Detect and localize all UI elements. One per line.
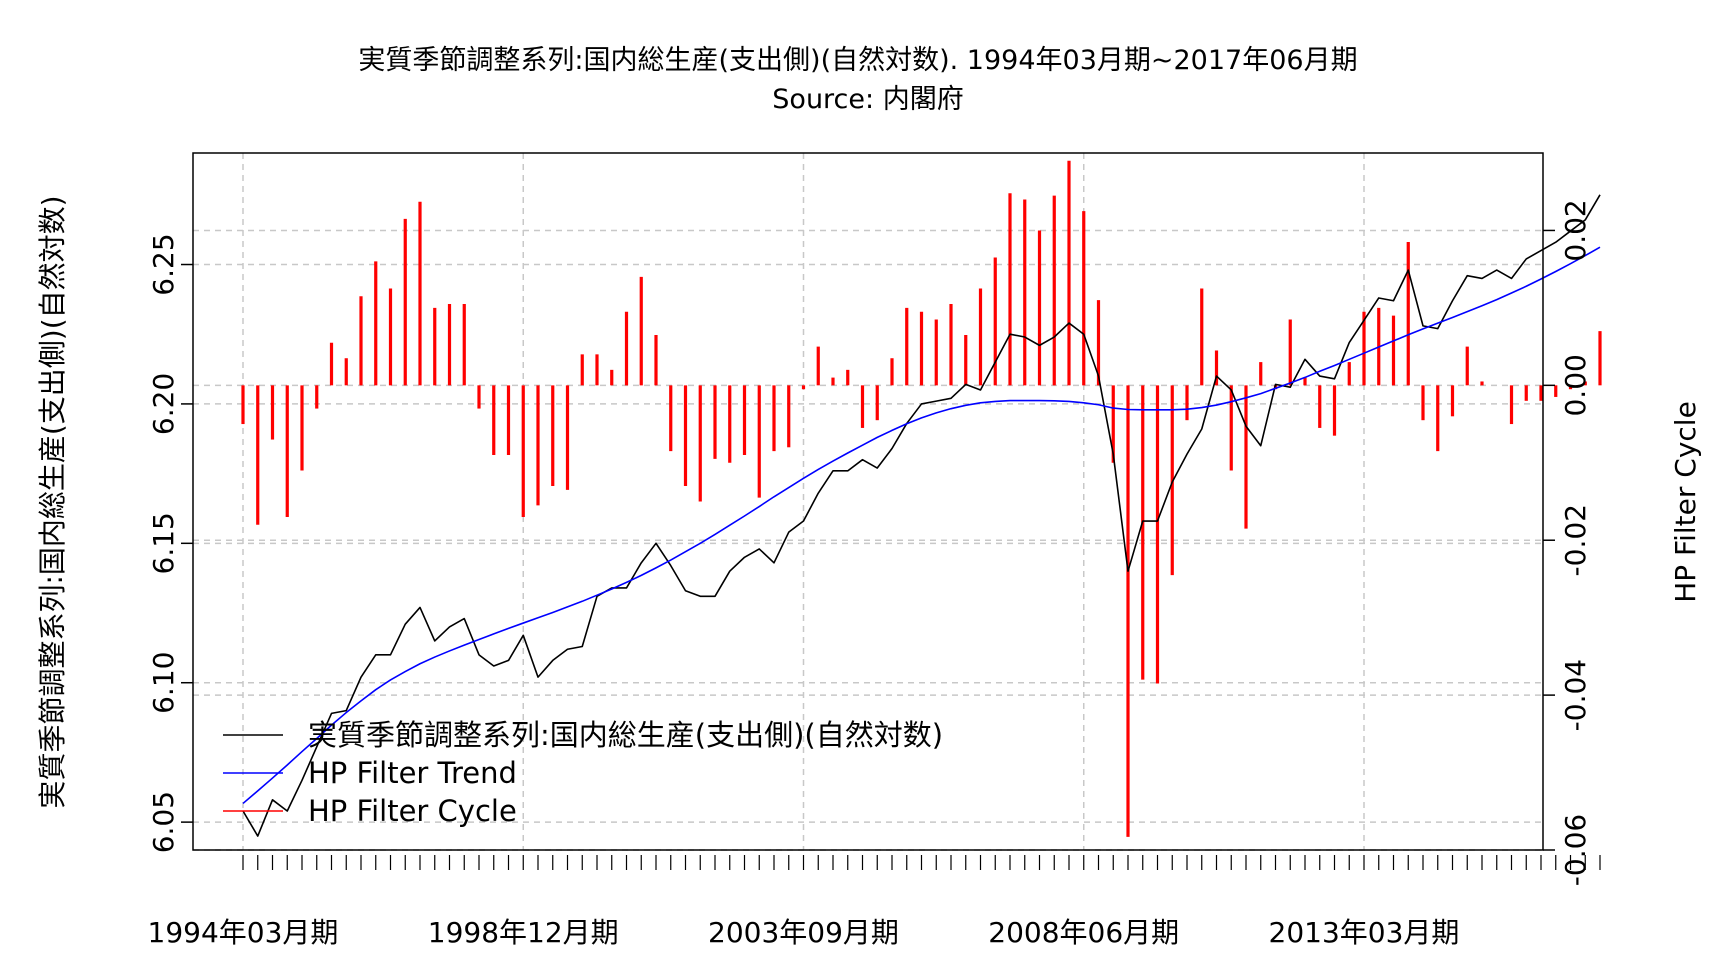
line-layer bbox=[242, 194, 1601, 837]
y-tick-label: 6.05 bbox=[147, 791, 180, 853]
y2-tick-label: 0.00 bbox=[1559, 354, 1592, 416]
y-axis-label: 実質季節調整系列:国内総生産(支出側)(自然対数) bbox=[36, 195, 69, 808]
y-tick-label: 6.15 bbox=[147, 512, 180, 574]
legend-label-trend: HP Filter Trend bbox=[308, 756, 517, 790]
trend-line bbox=[242, 246, 1601, 805]
cycle-bars bbox=[241, 160, 1602, 837]
legend: 実質季節調整系列:国内総生産(支出側)(自然対数) HP Filter Tren… bbox=[223, 718, 943, 828]
y-tick-label: 6.20 bbox=[147, 373, 180, 435]
x-tick-label: 2003年09月期 bbox=[708, 916, 899, 949]
chart-title: 実質季節調整系列:国内総生産(支出側)(自然対数). 1994年03月期~201… bbox=[358, 45, 1357, 76]
x-tick-label: 2008年06月期 bbox=[988, 916, 1179, 949]
axis-layer: 6.05 6.10 6.15 6.20 6.25 -0.06 -0.04 -0.02 0.00 0… bbox=[147, 199, 1601, 949]
x-tick-label: 1998年12月期 bbox=[428, 916, 619, 949]
x-tick-label: 2013年03月期 bbox=[1269, 916, 1460, 949]
legend-label-gdp: 実質季節調整系列:国内総生産(支出側)(自然対数) bbox=[308, 718, 943, 752]
plot-frame bbox=[192, 152, 1544, 851]
y2-tick-label: -0.06 bbox=[1559, 814, 1592, 886]
legend-label-cycle: HP Filter Cycle bbox=[308, 794, 517, 828]
y2-tick-label: -0.02 bbox=[1559, 504, 1592, 576]
gdp-line bbox=[242, 194, 1601, 837]
y-tick-label: 6.25 bbox=[147, 233, 180, 295]
y2-tick-label: 0.02 bbox=[1559, 199, 1592, 261]
chart-subtitle: Source: 内閣府 bbox=[772, 84, 963, 115]
x-tick-label: 1994年03月期 bbox=[148, 916, 339, 949]
y2-axis-label: HP Filter Cycle bbox=[1669, 401, 1702, 603]
y2-tick-label: -0.04 bbox=[1559, 659, 1592, 731]
y-tick-label: 6.10 bbox=[147, 652, 180, 714]
